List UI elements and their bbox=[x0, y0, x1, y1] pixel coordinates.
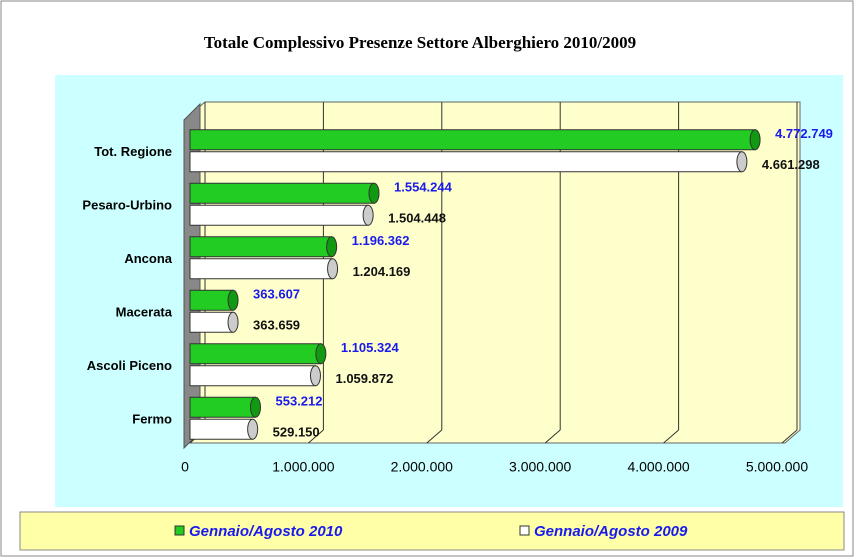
x-tick-label: 5.000.000 bbox=[746, 459, 808, 475]
bar bbox=[189, 365, 316, 387]
data-label: 4.772.749 bbox=[775, 126, 833, 141]
data-label: 1.105.324 bbox=[341, 340, 400, 355]
bar-cap bbox=[327, 258, 339, 280]
bar-cap bbox=[736, 151, 748, 173]
legend bbox=[19, 511, 845, 551]
data-label: 363.659 bbox=[253, 318, 300, 333]
bar-cap bbox=[250, 396, 262, 418]
grid-line bbox=[544, 429, 561, 444]
bar-cap bbox=[227, 289, 239, 311]
legend-label: Gennaio/Agosto 2009 bbox=[534, 523, 688, 540]
bar-cap bbox=[326, 236, 338, 258]
grid-line bbox=[663, 429, 679, 444]
data-label: 1.196.362 bbox=[352, 233, 410, 248]
bar bbox=[189, 151, 743, 173]
bar bbox=[189, 129, 756, 151]
bar bbox=[189, 258, 334, 280]
y-tick-label: Ancona bbox=[124, 251, 172, 266]
legend-label: Gennaio/Agosto 2010 bbox=[189, 523, 343, 540]
data-label: 1.554.244 bbox=[394, 180, 453, 195]
x-tick-label: 0 bbox=[181, 459, 189, 475]
y-tick-label: Tot. Regione bbox=[94, 144, 172, 159]
x-tick-label: 4.000.000 bbox=[627, 459, 689, 475]
bar-cap bbox=[227, 311, 239, 333]
bar bbox=[189, 343, 322, 365]
bar-cap bbox=[315, 343, 327, 365]
y-tick-label: Macerata bbox=[116, 305, 173, 320]
bar bbox=[189, 204, 369, 226]
y-tick-label: Ascoli Piceno bbox=[87, 358, 172, 373]
bar-cap bbox=[749, 129, 761, 151]
y-tick-label: Fermo bbox=[132, 412, 172, 427]
legend-swatch bbox=[174, 525, 185, 536]
bar-cap bbox=[247, 418, 259, 440]
grid-line bbox=[426, 429, 443, 444]
data-label: 1.204.169 bbox=[353, 264, 411, 279]
data-label: 4.661.298 bbox=[762, 157, 820, 172]
bar bbox=[189, 396, 257, 418]
bar-cap bbox=[362, 204, 374, 226]
bar bbox=[189, 289, 234, 311]
bar-cap bbox=[309, 365, 321, 387]
data-label: 1.059.872 bbox=[335, 371, 393, 386]
bar bbox=[189, 182, 375, 204]
bar bbox=[189, 311, 234, 333]
grid-line bbox=[781, 429, 798, 444]
bar-cap bbox=[368, 182, 380, 204]
data-label: 553.212 bbox=[276, 394, 323, 409]
legend-swatch bbox=[519, 525, 530, 536]
x-tick-label: 1.000.000 bbox=[272, 459, 334, 475]
chart-title: Totale Complessivo Presenze Settore Albe… bbox=[204, 33, 636, 52]
data-label: 529.150 bbox=[273, 425, 320, 440]
data-label: 1.504.448 bbox=[388, 211, 446, 226]
bar bbox=[189, 418, 254, 440]
x-tick-label: 2.000.000 bbox=[391, 459, 453, 475]
x-tick-label: 3.000.000 bbox=[509, 459, 571, 475]
grid-line bbox=[308, 429, 324, 444]
y-tick-label: Pesaro-Urbino bbox=[82, 198, 172, 213]
data-label: 363.607 bbox=[253, 287, 300, 302]
bar bbox=[189, 236, 333, 258]
